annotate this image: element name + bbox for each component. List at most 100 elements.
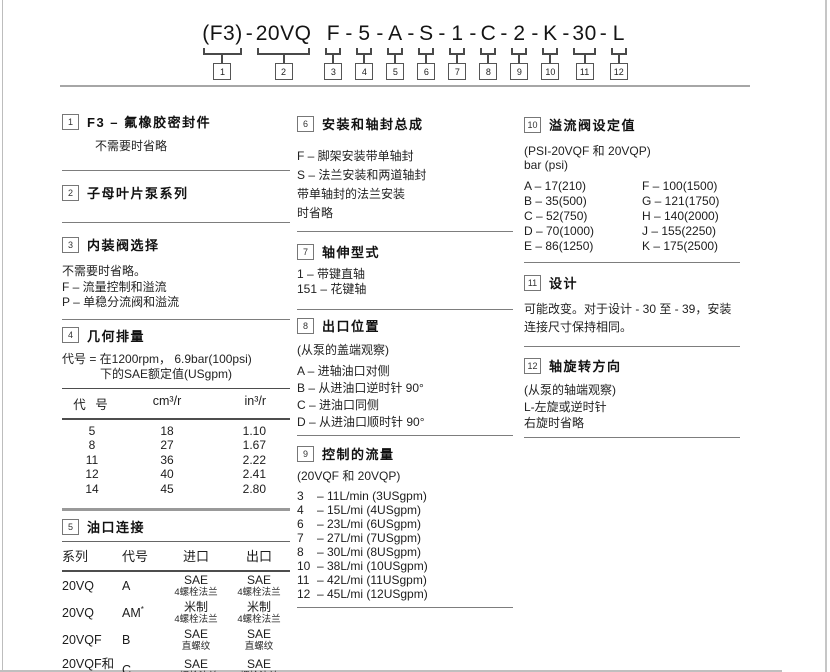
cell-outlet: 米制 4螺栓法兰	[237, 599, 281, 625]
section-6-lines: F – 脚架安装带单轴封 S – 法兰安装和两道轴封 带单轴封的法兰安装 时省略	[297, 147, 513, 223]
flow-option: 10– 38L/mi (10USgpm)	[297, 559, 428, 573]
connector-line	[617, 55, 620, 63]
section-title: 几何排量	[87, 328, 146, 344]
option-line: B – 从进油口逆时针 90°	[297, 381, 424, 395]
divider	[297, 607, 513, 608]
divider-thick	[62, 508, 290, 511]
section-4-intro-line1: 代号 = 在1200rpm， 6.9bar(100psi)	[62, 351, 252, 366]
connector-line	[549, 55, 552, 63]
option-line: C – 进油口同侧	[297, 398, 380, 412]
code-separator: -	[531, 22, 539, 45]
scan-edge-bottom	[0, 670, 782, 672]
text-line: (从泵的轴端观察)	[524, 383, 616, 397]
option-line: 带单轴封的法兰安装	[297, 187, 406, 201]
section-8-outlet-position: 8 出口位置	[297, 316, 513, 335]
flow-option: 12– 45L/mi (12USgpm)	[297, 587, 428, 601]
cell-cm3r: 40	[160, 467, 174, 481]
connector-line	[518, 55, 521, 63]
code-separator: -	[469, 22, 477, 45]
option-line: A – 进轴油口对侧	[297, 364, 390, 378]
connector-line	[583, 55, 586, 63]
connector-line	[363, 55, 366, 63]
flow-option: 8– 30L/mi (8USgpm)	[297, 545, 422, 559]
code-segment-text: S	[419, 22, 434, 45]
divider	[297, 435, 513, 436]
cell-outlet: SAE 直螺纹	[244, 626, 274, 652]
divider	[297, 309, 513, 310]
code-segment: C 8	[479, 22, 498, 80]
bracket	[511, 48, 528, 55]
section-title: 溢流阀设定值	[549, 118, 637, 133]
connector-line	[456, 55, 459, 63]
bracket	[542, 48, 559, 55]
bracket	[449, 48, 466, 55]
text-line: 连接尺寸保持相同。	[524, 320, 633, 334]
setting-option: F – 100(1500)	[642, 179, 718, 193]
section-title: 轴伸型式	[322, 245, 381, 260]
divider	[62, 318, 290, 320]
section-number-box: 4	[62, 327, 79, 343]
cell-code: 8	[88, 438, 96, 452]
section-title: 设计	[549, 276, 579, 291]
section-title: 油口连接	[87, 520, 146, 535]
cell-in3r: 2.80	[242, 481, 266, 496]
option-line: F – 流量控制和溢流	[62, 279, 167, 294]
option-line: 151 – 花键轴	[297, 282, 367, 296]
section-number-box: 3	[62, 236, 79, 253]
text-line: L-左旋或逆时针	[524, 399, 607, 414]
bracket	[387, 48, 404, 55]
section-7-lines: 1 – 带键直轴 151 – 花键轴	[297, 267, 513, 297]
cell-series: 20VQ	[62, 578, 94, 593]
code-segment-text: A	[388, 22, 403, 45]
option-line: D – 从进油口顺时针 90°	[297, 415, 425, 429]
header-rule	[60, 85, 750, 87]
table-row: 11 36 2.22	[62, 453, 290, 468]
connector-line	[425, 55, 428, 63]
code-number-box: 9	[510, 63, 529, 80]
text-line: 可能改变。对于设计 - 30 至 - 39，安装	[524, 302, 732, 316]
cell-outlet: SAE螺栓法兰	[240, 656, 278, 672]
connector-line	[394, 55, 397, 63]
divider	[62, 170, 290, 171]
cell-in3r: 1.10	[242, 423, 266, 438]
cell-code: B	[122, 633, 131, 648]
section-1-note: 不需要时省略	[95, 139, 168, 153]
section-9-subtitle: (20VQF 和 20VQP)	[297, 469, 401, 483]
section-8-lines: A – 进轴油口对侧 B – 从进油口逆时针 90° C – 进油口同侧 D –…	[297, 363, 513, 431]
code-separator: -	[500, 22, 508, 45]
cell-inlet: SAE 直螺纹	[181, 626, 211, 652]
section-12-lines: (从泵的轴端观察) L-左旋或逆时针 右旋时省略	[524, 382, 768, 432]
code-segment-text: 30	[572, 22, 597, 45]
section-number-box: 6	[297, 115, 314, 132]
code-segment: 30 11	[572, 22, 596, 80]
model-code-diagram: (F3) 1 - 20VQ 2 F 3 - 5 4 - A	[0, 22, 830, 80]
table-rule	[62, 541, 290, 542]
code-segment: F 3	[324, 22, 343, 80]
setting-option: E – 86(1250)	[524, 239, 594, 253]
setting-option: K – 175(2500)	[642, 239, 719, 253]
section-title: 内装阀选择	[87, 238, 160, 253]
displacement-table-body: 5 18 1.10 8 27 1.67 11 36 2.22 12 40 2.4…	[62, 420, 290, 499]
option-line: 不需要时省略。	[62, 264, 147, 278]
option-line: F – 脚架安装带单轴封	[297, 149, 414, 163]
section-10-subtitle1: (PSI-20VQF 和 20VQP)	[524, 144, 651, 158]
section-9-lines: 3– 11L/min (3USgpm) 4– 15L/mi (4USgpm) 6…	[297, 489, 513, 601]
section-number-box: 12	[524, 357, 541, 374]
bracket	[356, 48, 373, 55]
cell-code: 14	[85, 481, 99, 496]
cell-code: AM*	[122, 604, 144, 621]
cell-in3r: 1.67	[242, 438, 266, 452]
cell-cm3r: 36	[160, 452, 174, 467]
setting-option: C – 52(750)	[524, 209, 588, 223]
section-4-displacement: 4 几何排量	[62, 326, 290, 345]
table-row: 8 27 1.67	[62, 438, 290, 453]
code-segment-text: F	[326, 22, 341, 45]
bracket	[573, 48, 596, 55]
flow-option: 4– 15L/mi (4USgpm)	[297, 503, 422, 517]
cell-series: 20VQF和P	[62, 657, 115, 671]
section-number-box: 1	[62, 113, 79, 130]
setting-option: J – 155(2250)	[642, 224, 717, 238]
